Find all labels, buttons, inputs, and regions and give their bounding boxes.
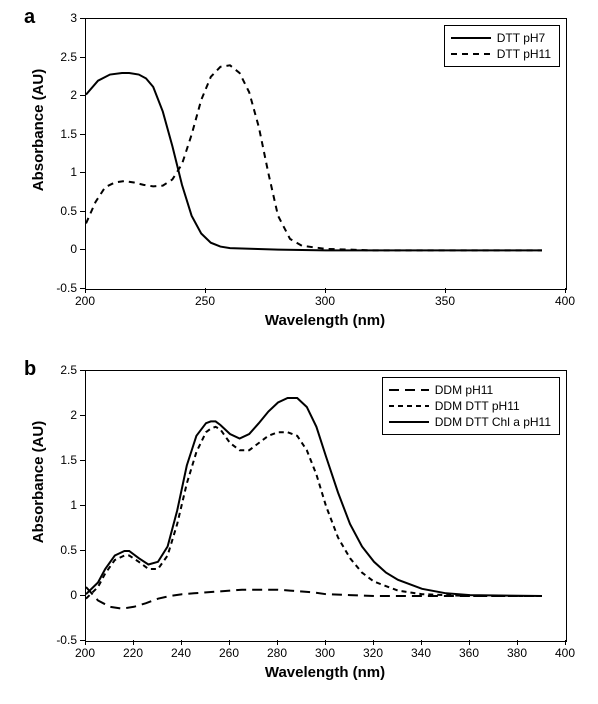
y-tick-label: 1 bbox=[37, 498, 77, 512]
series-line bbox=[86, 587, 542, 609]
panel-a-plot: DTT pH7 DTT pH11 bbox=[85, 18, 567, 290]
y-tick bbox=[80, 415, 85, 416]
y-tick bbox=[80, 505, 85, 506]
legend-line-icon bbox=[389, 399, 429, 413]
x-tick-label: 280 bbox=[262, 646, 292, 660]
y-tick bbox=[80, 172, 85, 173]
x-tick-label: 240 bbox=[166, 646, 196, 660]
y-tick bbox=[80, 370, 85, 371]
y-tick-label: 2 bbox=[37, 88, 77, 102]
panel-a-xlabel: Wavelength (nm) bbox=[85, 312, 565, 329]
x-tick-label: 250 bbox=[190, 294, 220, 308]
legend-line-icon bbox=[389, 383, 429, 397]
panel-a: a DTT pH7 DTT pH11 Absorbance (AU) Wavel… bbox=[0, 0, 598, 352]
legend-row: DDM DTT Chl a pH11 bbox=[389, 414, 551, 430]
legend-label: DDM DTT Chl a pH11 bbox=[435, 415, 551, 429]
x-tick-label: 360 bbox=[454, 646, 484, 660]
legend-label: DTT pH11 bbox=[497, 47, 551, 61]
x-tick bbox=[277, 640, 278, 645]
y-tick bbox=[80, 595, 85, 596]
y-tick-label: 1 bbox=[37, 165, 77, 179]
legend-label: DTT pH7 bbox=[497, 31, 545, 45]
panel-b-legend: DDM pH11 DDM DTT pH11 DDM DTT Chl a pH11 bbox=[382, 377, 560, 435]
y-tick-label: 2.5 bbox=[37, 50, 77, 64]
y-tick bbox=[80, 550, 85, 551]
x-tick-label: 220 bbox=[118, 646, 148, 660]
legend-row: DTT pH7 bbox=[451, 30, 551, 46]
x-tick bbox=[469, 640, 470, 645]
x-tick-label: 380 bbox=[502, 646, 532, 660]
y-tick-label: 1.5 bbox=[37, 127, 77, 141]
x-tick-label: 200 bbox=[70, 294, 100, 308]
y-tick bbox=[80, 134, 85, 135]
x-tick bbox=[85, 288, 86, 293]
legend-line-icon bbox=[451, 31, 491, 45]
x-tick-label: 320 bbox=[358, 646, 388, 660]
y-tick-label: 0 bbox=[37, 588, 77, 602]
y-tick-label: 2.5 bbox=[37, 363, 77, 377]
x-tick bbox=[229, 640, 230, 645]
x-tick-label: 400 bbox=[550, 294, 580, 308]
legend-label: DDM DTT pH11 bbox=[435, 399, 520, 413]
x-tick-label: 200 bbox=[70, 646, 100, 660]
y-tick bbox=[80, 57, 85, 58]
y-tick bbox=[80, 249, 85, 250]
legend-row: DDM DTT pH11 bbox=[389, 398, 551, 414]
legend-label: DDM pH11 bbox=[435, 383, 493, 397]
y-tick bbox=[80, 18, 85, 19]
panel-b-plot: DDM pH11 DDM DTT pH11 DDM DTT Chl a pH11 bbox=[85, 370, 567, 642]
y-tick bbox=[80, 211, 85, 212]
y-tick bbox=[80, 460, 85, 461]
x-tick-label: 350 bbox=[430, 294, 460, 308]
panel-b-ylabel: Absorbance (AU) bbox=[30, 372, 47, 592]
x-tick bbox=[565, 640, 566, 645]
x-tick-label: 300 bbox=[310, 294, 340, 308]
x-tick-label: 300 bbox=[310, 646, 340, 660]
x-tick bbox=[421, 640, 422, 645]
y-tick bbox=[80, 95, 85, 96]
x-tick bbox=[565, 288, 566, 293]
legend-line-icon bbox=[451, 47, 491, 61]
x-tick-label: 400 bbox=[550, 646, 580, 660]
x-tick bbox=[85, 640, 86, 645]
series-line bbox=[86, 427, 542, 599]
x-tick bbox=[325, 640, 326, 645]
series-line bbox=[86, 65, 542, 250]
x-tick bbox=[517, 640, 518, 645]
y-tick-label: 0.5 bbox=[37, 543, 77, 557]
y-tick-label: -0.5 bbox=[37, 281, 77, 295]
legend-row: DTT pH11 bbox=[451, 46, 551, 62]
y-tick bbox=[80, 640, 85, 641]
y-tick-label: 0.5 bbox=[37, 204, 77, 218]
y-tick bbox=[80, 288, 85, 289]
x-tick-label: 260 bbox=[214, 646, 244, 660]
panel-b-xlabel: Wavelength (nm) bbox=[85, 664, 565, 681]
x-tick bbox=[133, 640, 134, 645]
panel-a-legend: DTT pH7 DTT pH11 bbox=[444, 25, 560, 67]
y-tick-label: 2 bbox=[37, 408, 77, 422]
y-tick-label: 0 bbox=[37, 242, 77, 256]
y-tick-label: -0.5 bbox=[37, 633, 77, 647]
x-tick-label: 340 bbox=[406, 646, 436, 660]
y-tick-label: 3 bbox=[37, 11, 77, 25]
figure: a DTT pH7 DTT pH11 Absorbance (AU) Wavel… bbox=[0, 0, 598, 704]
x-tick bbox=[445, 288, 446, 293]
y-tick-label: 1.5 bbox=[37, 453, 77, 467]
legend-line-icon bbox=[389, 415, 429, 429]
x-tick bbox=[205, 288, 206, 293]
x-tick bbox=[181, 640, 182, 645]
series-line bbox=[86, 73, 542, 250]
legend-row: DDM pH11 bbox=[389, 382, 551, 398]
x-tick bbox=[325, 288, 326, 293]
x-tick bbox=[373, 640, 374, 645]
panel-b: b DDM pH11 DDM DTT pH11 DDM DTT Chl a pH… bbox=[0, 352, 598, 704]
